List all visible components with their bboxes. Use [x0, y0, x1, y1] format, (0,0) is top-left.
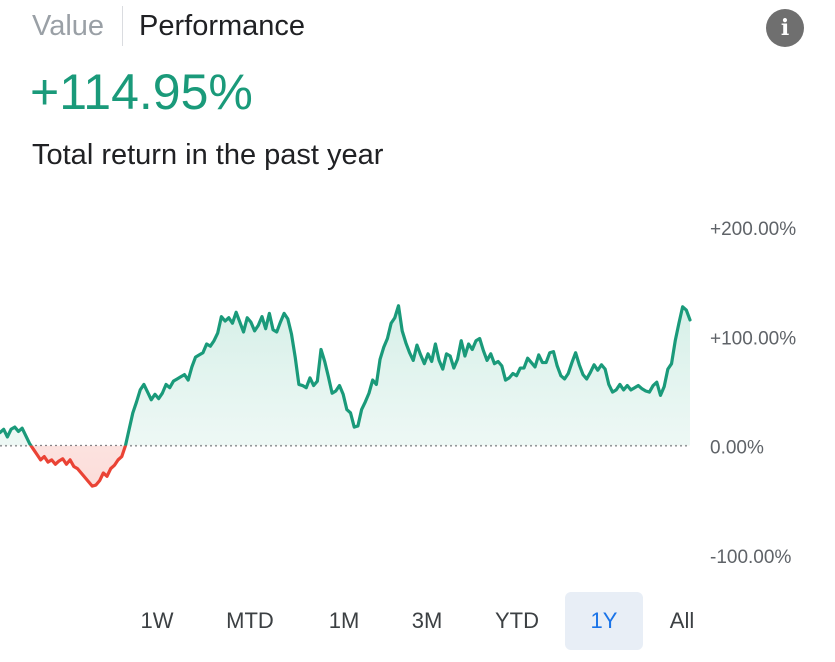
view-tabs: Value Performance: [32, 6, 305, 46]
tab-value[interactable]: Value: [32, 10, 105, 42]
total-return-value: +114.95%: [30, 64, 253, 120]
range-button-mtd[interactable]: MTD: [226, 608, 274, 633]
range-button-ytd[interactable]: YTD: [495, 608, 539, 633]
time-range-selector: 1W MTD 1M 3M YTD 1Y All: [0, 592, 835, 650]
y-tick-label: -100.00%: [710, 547, 791, 568]
tab-performance[interactable]: Performance: [139, 10, 306, 42]
series-line-negative: [29, 445, 128, 488]
y-tick-label: +100.00%: [710, 328, 796, 349]
info-icon[interactable]: i: [766, 9, 804, 47]
performance-chart: +200.00% +100.00% 0.00% -100.00%: [0, 219, 796, 568]
range-button-1w[interactable]: 1W: [140, 608, 174, 633]
range-button-1y[interactable]: 1Y: [565, 592, 643, 650]
series-line-positive: [0, 304, 692, 446]
total-return-caption: Total return in the past year: [32, 139, 384, 171]
y-tick-label: 0.00%: [710, 438, 764, 459]
range-button-3m[interactable]: 3M: [411, 608, 443, 633]
range-button-1m[interactable]: 1M: [328, 608, 360, 633]
tab-divider: [122, 6, 124, 46]
range-button-all[interactable]: All: [669, 608, 695, 633]
area-fill-positive: [0, 305, 690, 446]
area-fill-negative: [0, 445, 690, 487]
y-tick-label: +200.00%: [710, 219, 796, 240]
